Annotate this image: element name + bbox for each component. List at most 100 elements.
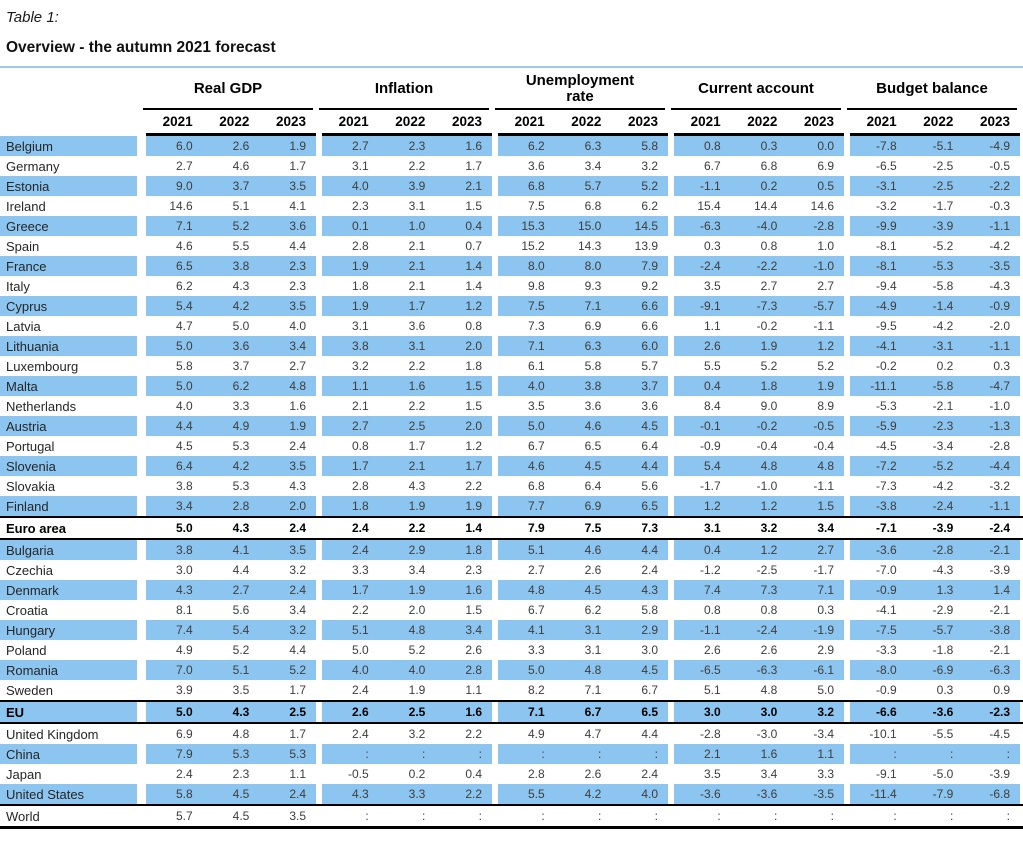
value-cell: 6.0	[641, 339, 659, 353]
value-cell: 5.7	[584, 179, 602, 193]
value-cell: 2.9	[641, 623, 659, 637]
value-block: 2.4 2.9 1.8	[322, 540, 492, 560]
value-cell: 5.1	[232, 199, 250, 213]
value-cell: 4.5	[584, 459, 602, 473]
value-cell: 8.4	[703, 399, 721, 413]
value-block: -3.2 -1.7 -0.3	[850, 196, 1020, 216]
value-cell: 7.4	[175, 623, 193, 637]
table-row: China 7.9 5.3 5.3::::::2.1 1.6 1.1:::	[0, 744, 1023, 764]
value-block: 6.8 5.7 5.2	[498, 176, 668, 196]
value-cell: -3.4	[813, 727, 835, 741]
value-block: 4.6 5.5 4.4	[146, 236, 316, 256]
country-label: Latvia	[6, 318, 41, 334]
country-label: EU	[0, 702, 137, 722]
value-block: -1.1 0.2 0.5	[674, 176, 844, 196]
table-row: Belgium 6.0 2.6 1.9 2.7 2.3 1.6 6.2 6.3 5.8 0.8 0.3…	[0, 136, 1023, 156]
value-block: 6.0 2.6 1.9	[146, 136, 316, 156]
value-cell: 6.2	[527, 139, 545, 153]
value-block: 7.1 5.2 3.6	[146, 216, 316, 236]
value-cell: 7.7	[527, 499, 545, 513]
value-cell: 4.5	[641, 663, 659, 677]
value-cell: 1.2	[817, 339, 835, 353]
value-cell: 1.5	[465, 399, 483, 413]
value-block: 7.4 5.4 3.2	[146, 620, 316, 640]
value-cell: 4.3	[641, 583, 659, 597]
value-block: -5.9 -2.3 -1.3	[850, 416, 1020, 436]
value-block: 1.1 1.6 1.5	[322, 376, 492, 396]
value-cell: -1.7	[932, 199, 954, 213]
country-label: Czechia	[6, 562, 53, 578]
value-cell: 3.3	[817, 767, 835, 781]
value-cell: 5.0	[527, 419, 545, 433]
value-cell: 4.2	[232, 299, 250, 313]
value-cell: -6.8	[989, 787, 1011, 801]
value-block: -2.4 -2.2 -1.0	[674, 256, 844, 276]
value-block: 1.9 1.7 1.2	[322, 296, 492, 316]
value-block: 7.5 7.1 6.6	[498, 296, 668, 316]
value-cell: 1.4	[993, 583, 1011, 597]
value-cell: 4.8	[289, 379, 307, 393]
year-header: 2021	[338, 114, 369, 129]
value-cell: -7.1	[875, 521, 897, 535]
value-cell: -3.4	[932, 439, 954, 453]
country-label: Slovakia	[6, 478, 56, 494]
value-cell: 6.4	[641, 439, 659, 453]
value-cell: 0.8	[760, 239, 778, 253]
value-cell: 2.0	[465, 339, 483, 353]
value-cell: -3.9	[932, 521, 954, 535]
value-cell: 2.8	[351, 239, 369, 253]
table-row: United States 5.8 4.5 2.4 4.3 3.3 2.2 5.5 4.2 4.0…	[0, 784, 1023, 804]
value-cell: 2.2	[408, 521, 426, 535]
value-cell: -2.1	[932, 399, 954, 413]
value-cell: 4.5	[232, 787, 250, 801]
value-cell: -5.9	[875, 419, 897, 433]
value-cell: 2.6	[351, 705, 369, 719]
value-block: 4.0 4.0 2.8	[322, 660, 492, 680]
value-cell: 2.3	[289, 259, 307, 273]
table-row: Luxembourg 5.8 3.7 2.7 3.2 2.2 1.8 6.1 5.8 5.7 5.5…	[0, 356, 1023, 376]
value-block: 2.6 2.5 1.6	[322, 702, 492, 722]
value-block: 3.1 3.6 0.8	[322, 316, 492, 336]
value-block: 3.1 2.2 1.7	[322, 156, 492, 176]
column-group-header: Budget balance	[847, 70, 1017, 110]
value-block: -7.3 -4.2 -3.2	[850, 476, 1020, 496]
value-cell: 1.6	[465, 705, 483, 719]
value-cell: 1.0	[817, 239, 835, 253]
value-cell: :	[1006, 747, 1011, 761]
value-cell: 1.2	[703, 499, 721, 513]
value-cell: 3.4	[289, 603, 307, 617]
value-cell: 3.5	[232, 683, 250, 697]
value-cell: -4.3	[989, 279, 1011, 293]
value-block: 4.0 3.3 1.6	[146, 396, 316, 416]
value-cell: 6.5	[641, 499, 659, 513]
year-header: 2023	[275, 114, 307, 129]
column-group-header-row: Real GDP Inflation Unemployment rate Curren…	[0, 70, 1023, 110]
value-cell: 2.3	[289, 279, 307, 293]
value-block: 5.0 4.6 4.5	[498, 416, 668, 436]
value-cell: -2.3	[989, 705, 1011, 719]
value-cell: 2.5	[408, 705, 426, 719]
value-cell: -3.6	[699, 787, 721, 801]
value-cell: -5.0	[932, 767, 954, 781]
value-cell: -4.2	[932, 479, 954, 493]
value-block: 1.2 1.2 1.5	[674, 496, 844, 516]
value-block: 14.6 5.1 4.1	[146, 196, 316, 216]
value-cell: 5.2	[232, 219, 250, 233]
value-cell: 6.2	[232, 379, 250, 393]
value-block: -3.8 -2.4 -1.1	[850, 496, 1020, 516]
value-cell: -11.4	[870, 787, 897, 801]
value-cell: -2.8	[699, 727, 721, 741]
country-label: Italy	[6, 278, 30, 294]
value-block: 1.7 1.9 1.6	[322, 580, 492, 600]
value-cell: -2.8	[989, 439, 1011, 453]
value-block: 3.8 4.1 3.5	[146, 540, 316, 560]
country-label: Sweden	[6, 682, 53, 698]
value-block: 7.9 7.5 7.3	[498, 518, 668, 538]
value-cell: 2.6	[584, 563, 602, 577]
value-block: -8.0 -6.9 -6.3	[850, 660, 1020, 680]
country-label: Luxembourg	[6, 358, 79, 374]
value-cell: 3.6	[584, 399, 602, 413]
table-row: Germany 2.7 4.6 1.7 3.1 2.2 1.7 3.6 3.4 3.2 6.7 6.8…	[0, 156, 1023, 176]
value-block: 2.7 2.6 2.4	[498, 560, 668, 580]
value-block: 4.8 4.5 4.3	[498, 580, 668, 600]
